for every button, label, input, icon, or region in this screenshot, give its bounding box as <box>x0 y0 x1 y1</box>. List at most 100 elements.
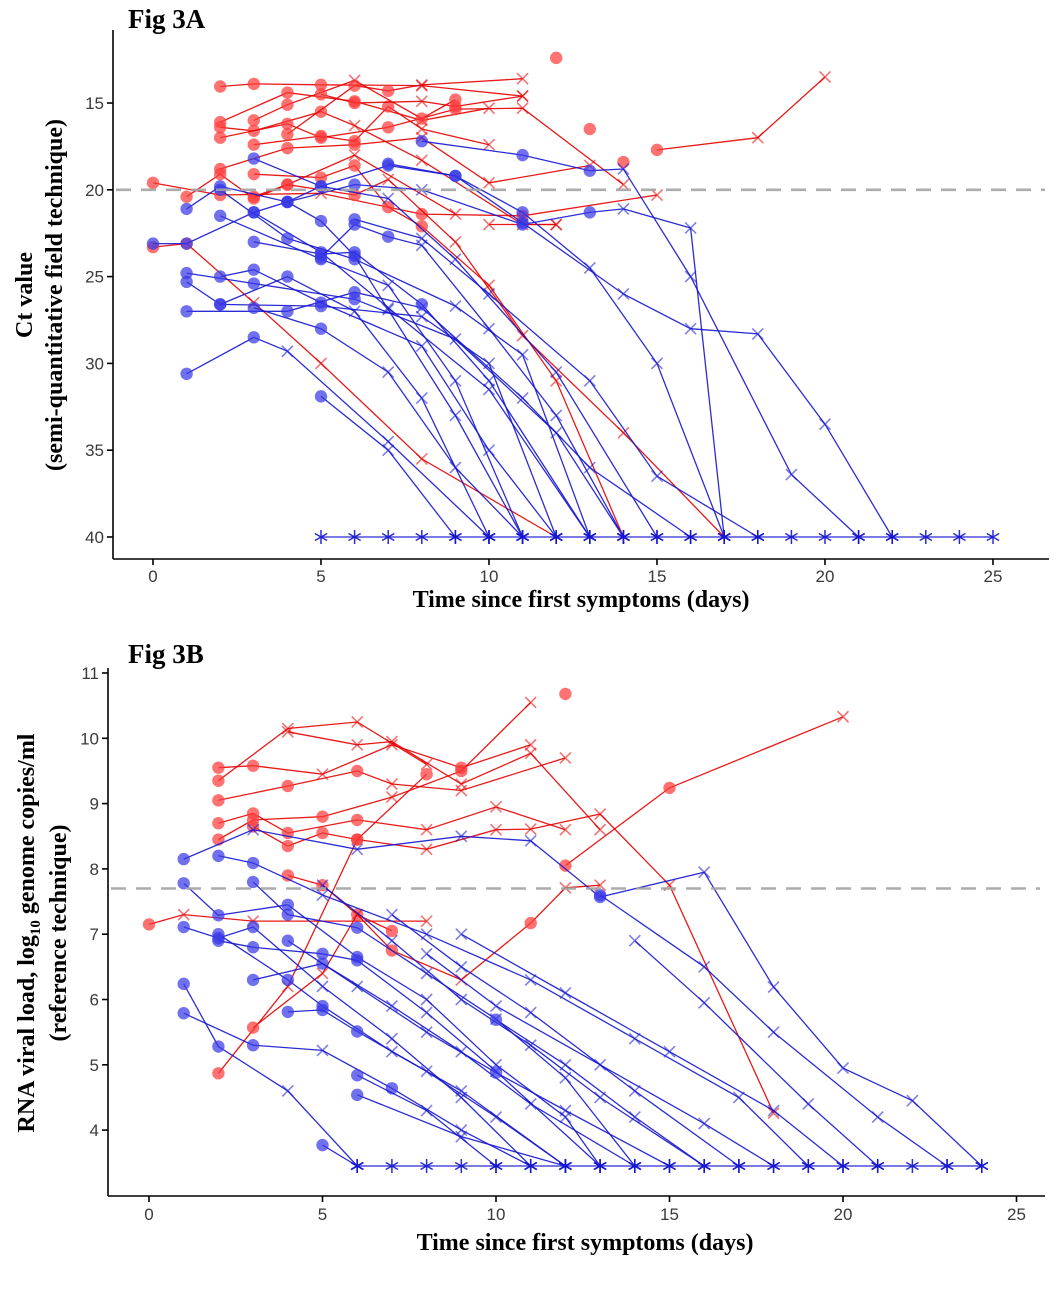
data-point-circle <box>212 934 225 947</box>
data-point-circle <box>246 856 260 870</box>
series-line <box>219 189 591 538</box>
data-point-x <box>455 1084 468 1097</box>
censored-asterisk <box>616 530 630 544</box>
data-point-circle <box>351 954 364 967</box>
data-point-x <box>316 888 329 902</box>
data-point-circle <box>281 232 294 245</box>
data-point-circle <box>212 794 225 807</box>
censored-asterisk <box>885 530 899 544</box>
data-point-x <box>348 119 361 132</box>
series-line <box>495 1019 705 1167</box>
y-tick-label: 5 <box>90 1056 99 1075</box>
data-point-x <box>818 70 832 84</box>
censored-asterisk <box>549 530 563 544</box>
x-tick-label: 15 <box>660 1205 679 1224</box>
data-point-x <box>420 947 433 960</box>
data-point-circle <box>351 833 364 846</box>
censored-asterisk <box>489 1159 503 1174</box>
data-point-x <box>524 696 537 709</box>
data-point-circle <box>316 1003 329 1017</box>
data-point-x <box>385 791 398 804</box>
data-point-x <box>482 444 496 457</box>
censored-asterisk <box>801 1159 815 1174</box>
data-point-circle <box>247 206 260 219</box>
data-point-circle <box>351 813 364 827</box>
censored-asterisk <box>454 1159 468 1174</box>
data-point-circle <box>489 1013 503 1026</box>
data-point-x <box>836 1061 850 1075</box>
data-point-circle <box>559 859 572 872</box>
censored-asterisk <box>940 1159 954 1174</box>
data-point-circle <box>351 764 364 778</box>
data-point-x <box>420 1026 433 1039</box>
data-point-x <box>351 908 364 921</box>
data-point-x <box>455 993 468 1006</box>
series-line <box>152 182 658 217</box>
panel-fig3b: 0 5 10 15 20 25 4 5 6 7 8 9 10 11 <box>80 664 1045 1224</box>
data-point-x <box>489 999 503 1013</box>
data-point-circle <box>382 121 395 134</box>
data-point-x <box>415 154 428 167</box>
data-point-circle <box>212 849 225 863</box>
data-point-x <box>415 122 428 136</box>
data-point-circle <box>247 277 260 290</box>
data-point-circle <box>214 162 227 176</box>
y-tick-label: 30 <box>85 354 104 373</box>
data-point-circle <box>316 1138 329 1152</box>
data-point-circle <box>314 105 328 118</box>
data-point-x <box>650 357 664 370</box>
data-point-x <box>559 823 572 836</box>
data-point-x <box>550 218 563 231</box>
data-point-x <box>382 435 395 448</box>
data-point-circle <box>316 826 329 840</box>
series-line <box>218 721 427 782</box>
data-point-x <box>420 967 433 980</box>
data-point-x <box>420 823 433 836</box>
data-point-x <box>684 322 697 335</box>
data-point-x <box>449 374 462 387</box>
data-point-circle <box>316 947 329 960</box>
series-line <box>253 201 524 538</box>
x-tick-label: 0 <box>148 567 157 586</box>
data-point-circle <box>314 251 328 264</box>
series-line <box>253 178 725 538</box>
series-line <box>218 701 532 841</box>
data-point-x <box>351 738 364 751</box>
censored-asterisk <box>697 1159 711 1174</box>
data-point-x <box>449 461 462 474</box>
series-line <box>186 183 725 538</box>
data-point-circle <box>617 155 630 169</box>
data-point-circle <box>180 367 193 381</box>
series-line <box>253 241 591 538</box>
data-point-circle <box>382 157 395 170</box>
data-point-circle <box>247 331 260 344</box>
data-point-x <box>420 993 433 1006</box>
data-point-circle <box>212 1040 225 1053</box>
censored-asterisk <box>767 1159 781 1174</box>
data-point-x <box>767 1026 780 1039</box>
data-point-x <box>382 173 395 186</box>
data-point-x <box>594 807 607 821</box>
data-point-x <box>698 960 711 973</box>
censored-asterisk <box>448 530 462 544</box>
data-point-x <box>594 1058 607 1071</box>
data-point-circle <box>348 286 361 299</box>
data-point-x <box>482 374 496 387</box>
panel-fig3a: 0 5 10 15 20 25 15 20 25 30 35 40 <box>85 30 1049 586</box>
censored-asterisk <box>524 1159 538 1174</box>
data-point-circle <box>281 305 294 318</box>
data-point-circle <box>348 246 361 259</box>
data-point-circle <box>214 270 227 283</box>
series-line <box>220 137 590 184</box>
series-line <box>634 940 879 1167</box>
data-point-circle <box>516 206 529 219</box>
data-point-circle <box>212 909 225 922</box>
data-point-circle <box>214 298 227 311</box>
y-tick-label: 15 <box>85 94 104 113</box>
data-point-circle <box>281 86 294 99</box>
data-point-x <box>906 1094 919 1107</box>
data-point-circle <box>351 921 364 934</box>
data-point-circle <box>214 121 227 134</box>
data-point-x <box>802 1097 815 1111</box>
